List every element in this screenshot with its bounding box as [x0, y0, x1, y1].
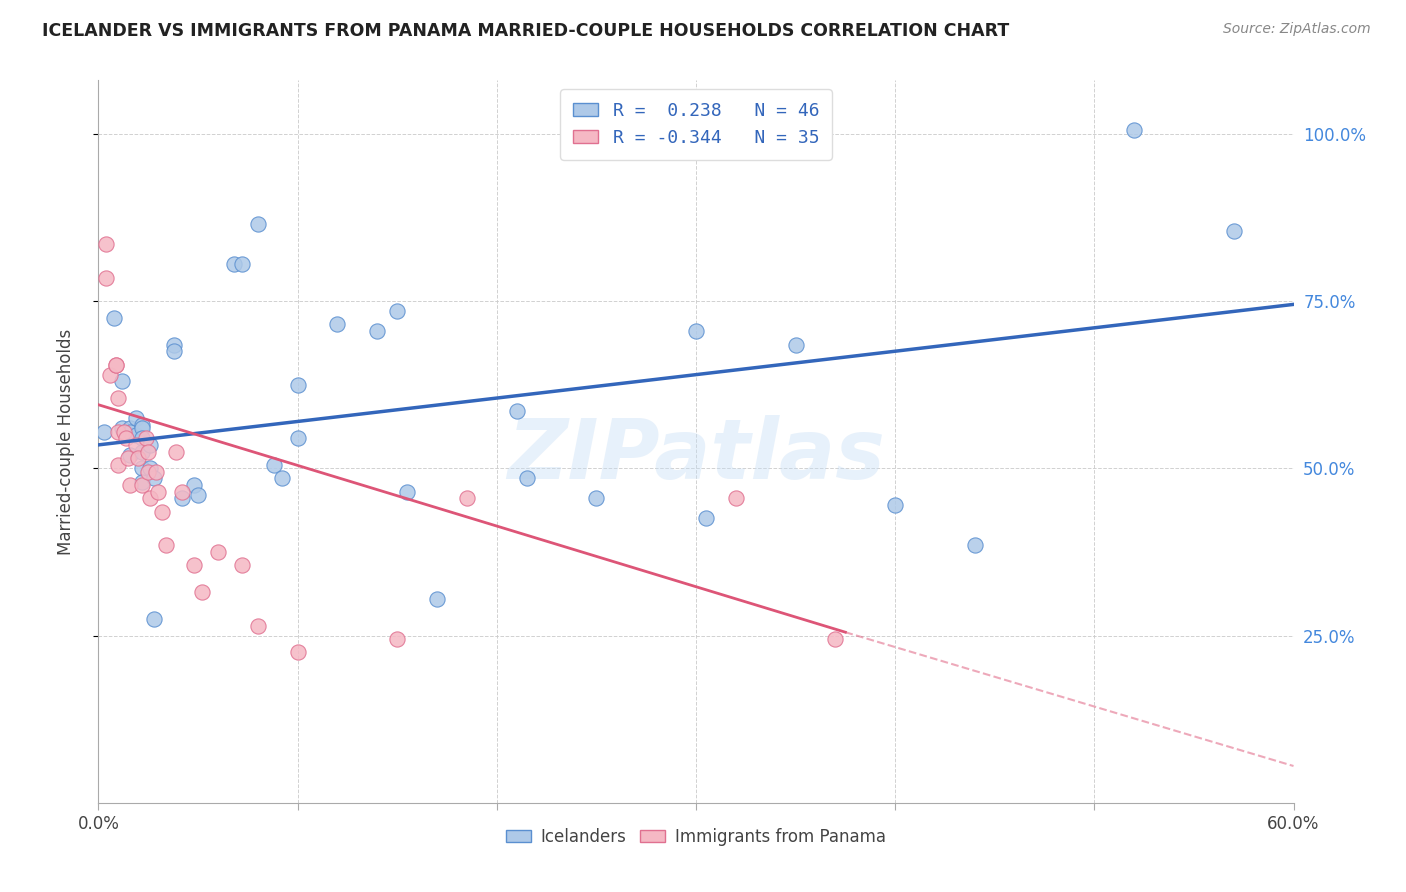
Point [207, 545, 229, 559]
Point [112, 425, 135, 439]
Text: Source: ZipAtlas.com: Source: ZipAtlas.com [1223, 22, 1371, 37]
Point [131, 475, 153, 489]
Point [385, 632, 409, 646]
Point [163, 337, 186, 351]
Point [103, 310, 125, 325]
Point [143, 471, 166, 485]
Point [785, 337, 807, 351]
Point [963, 538, 986, 552]
Point [884, 498, 907, 512]
Point [120, 448, 142, 462]
Point [111, 375, 134, 389]
Point [187, 488, 209, 502]
Point [1223, 224, 1246, 238]
Point [326, 318, 349, 332]
Point [163, 344, 186, 359]
Point [172, 491, 194, 506]
Point [125, 427, 148, 442]
Point [191, 585, 214, 599]
Point [685, 324, 707, 338]
Point [96, 270, 118, 285]
Point [131, 461, 153, 475]
Point [131, 417, 153, 432]
Point [127, 451, 149, 466]
Text: ZIPatlas: ZIPatlas [508, 416, 884, 497]
Point [115, 431, 138, 445]
Point [139, 491, 162, 506]
Point [366, 324, 388, 338]
Legend: Icelanders, Immigrants from Panama: Icelanders, Immigrants from Panama [499, 821, 893, 852]
Point [96, 237, 118, 252]
Point [139, 438, 162, 452]
Point [165, 444, 187, 458]
Point [131, 444, 153, 458]
Text: ICELANDER VS IMMIGRANTS FROM PANAMA MARRIED-COUPLE HOUSEHOLDS CORRELATION CHART: ICELANDER VS IMMIGRANTS FROM PANAMA MARR… [42, 22, 1010, 40]
Point [105, 358, 128, 372]
Point [107, 458, 129, 472]
Point [131, 421, 153, 435]
Point [516, 471, 538, 485]
Point [150, 505, 173, 519]
Point [287, 645, 309, 659]
Point [120, 425, 142, 439]
Point [426, 591, 449, 606]
Point [139, 461, 162, 475]
Point [222, 257, 245, 271]
Point [117, 451, 139, 466]
Point [125, 411, 148, 425]
Point [396, 484, 419, 499]
Point [148, 484, 170, 499]
Point [506, 404, 529, 418]
Point [724, 491, 747, 506]
Point [135, 431, 157, 445]
Point [172, 484, 194, 499]
Point [107, 391, 129, 405]
Point [231, 257, 253, 271]
Point [585, 491, 607, 506]
Point [111, 421, 134, 435]
Point [105, 358, 128, 372]
Point [136, 444, 159, 458]
Point [183, 478, 205, 492]
Point [93, 425, 115, 439]
Point [287, 377, 309, 392]
Point [120, 421, 142, 435]
Point [120, 478, 142, 492]
Point [143, 612, 166, 626]
Point [287, 431, 309, 445]
Point [131, 478, 153, 492]
Point [136, 465, 159, 479]
Point [1123, 123, 1146, 137]
Point [246, 618, 269, 632]
Point [107, 425, 129, 439]
Point [98, 368, 122, 382]
Y-axis label: Married-couple Households: Married-couple Households [56, 328, 75, 555]
Point [155, 538, 177, 552]
Point [263, 458, 285, 472]
Point [246, 217, 269, 231]
Point [270, 471, 292, 485]
Point [183, 558, 205, 573]
Point [695, 511, 717, 525]
Point [131, 431, 153, 445]
Point [231, 558, 253, 573]
Point [145, 465, 167, 479]
Point [385, 304, 409, 318]
Point [456, 491, 478, 506]
Point [125, 438, 148, 452]
Point [824, 632, 846, 646]
